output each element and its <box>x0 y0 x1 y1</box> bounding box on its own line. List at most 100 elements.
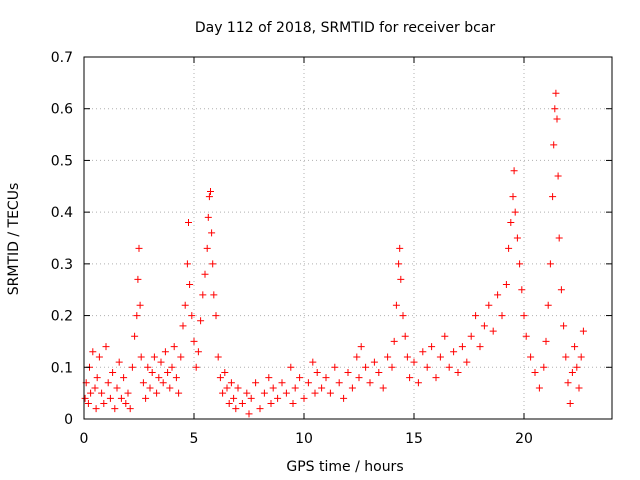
data-point <box>155 374 163 382</box>
data-point <box>269 384 277 392</box>
data-point <box>507 218 515 226</box>
data-point <box>267 399 275 407</box>
data-point <box>562 353 570 361</box>
data-point <box>210 291 218 299</box>
data-point <box>331 363 339 371</box>
data-point <box>370 358 378 366</box>
data-point <box>568 368 576 376</box>
data-point <box>445 363 453 371</box>
data-point <box>232 405 240 413</box>
data-point <box>106 394 114 402</box>
data-point <box>221 368 229 376</box>
data-point <box>177 353 185 361</box>
data-point <box>546 260 554 268</box>
data-point <box>175 389 183 397</box>
data-point <box>95 353 103 361</box>
data-point <box>117 394 125 402</box>
data-point <box>204 213 212 221</box>
data-point <box>498 312 506 320</box>
data-point <box>291 384 299 392</box>
data-point <box>564 379 572 387</box>
data-point <box>287 363 295 371</box>
data-point <box>397 275 405 283</box>
data-point <box>234 384 242 392</box>
data-point <box>401 332 409 340</box>
data-point <box>326 389 334 397</box>
data-point <box>208 229 216 237</box>
data-point <box>395 260 403 268</box>
data-point <box>399 312 407 320</box>
data-point <box>139 379 147 387</box>
data-point <box>406 374 414 382</box>
data-point <box>168 363 176 371</box>
data-point <box>126 405 134 413</box>
data-point <box>518 286 526 294</box>
data-point <box>207 187 214 195</box>
data-point <box>513 234 521 242</box>
data-point <box>100 399 108 407</box>
data-point <box>557 286 565 294</box>
data-point <box>535 384 543 392</box>
data-point <box>278 379 286 387</box>
data-point <box>432 374 440 382</box>
data-point <box>282 389 290 397</box>
data-point <box>577 353 585 361</box>
data-point <box>185 218 192 226</box>
data-point <box>531 368 539 376</box>
data-point <box>219 389 227 397</box>
data-point <box>540 363 548 371</box>
data-point <box>516 260 524 268</box>
x-tick-label: 10 <box>295 431 313 447</box>
y-tick-label: 0.3 <box>51 257 73 273</box>
data-point <box>190 337 198 345</box>
y-tick-label: 0.5 <box>51 153 73 169</box>
data-point <box>87 389 95 397</box>
data-point <box>252 379 260 387</box>
data-point <box>366 379 374 387</box>
data-point <box>553 115 561 123</box>
data-point <box>164 368 172 376</box>
y-axis-label: SRMTID / TECUs <box>6 183 22 296</box>
data-point <box>313 368 321 376</box>
data-point <box>109 368 117 376</box>
data-point <box>509 193 517 201</box>
data-point <box>122 399 130 407</box>
data-point <box>527 353 535 361</box>
data-point <box>554 172 562 180</box>
data-point <box>311 389 319 397</box>
plot-border <box>83 56 613 420</box>
data-point <box>494 291 502 299</box>
data-point <box>201 270 209 278</box>
data-point <box>318 384 326 392</box>
data-point <box>390 337 398 345</box>
data-point <box>566 399 574 407</box>
data-point <box>489 327 497 335</box>
data-point <box>458 343 466 351</box>
data-point <box>146 384 154 392</box>
data-point <box>84 399 92 407</box>
data-point <box>183 260 191 268</box>
data-point <box>89 348 97 356</box>
data-point <box>260 389 268 397</box>
data-point <box>223 384 231 392</box>
data-point <box>550 141 558 149</box>
data-point <box>238 399 246 407</box>
data-point <box>186 281 194 289</box>
data-point <box>124 389 132 397</box>
data-point <box>133 312 141 320</box>
data-point <box>157 358 165 366</box>
data-point <box>375 368 383 376</box>
data-point <box>91 384 99 392</box>
data-point <box>467 332 475 340</box>
data-point <box>463 358 471 366</box>
data-point <box>170 343 178 351</box>
data-point <box>542 337 550 345</box>
data-point <box>172 374 180 382</box>
data-point <box>510 167 518 175</box>
data-points <box>81 89 587 418</box>
data-point <box>216 374 224 382</box>
data-point <box>205 193 213 201</box>
data-point <box>131 332 139 340</box>
data-point <box>579 327 587 335</box>
